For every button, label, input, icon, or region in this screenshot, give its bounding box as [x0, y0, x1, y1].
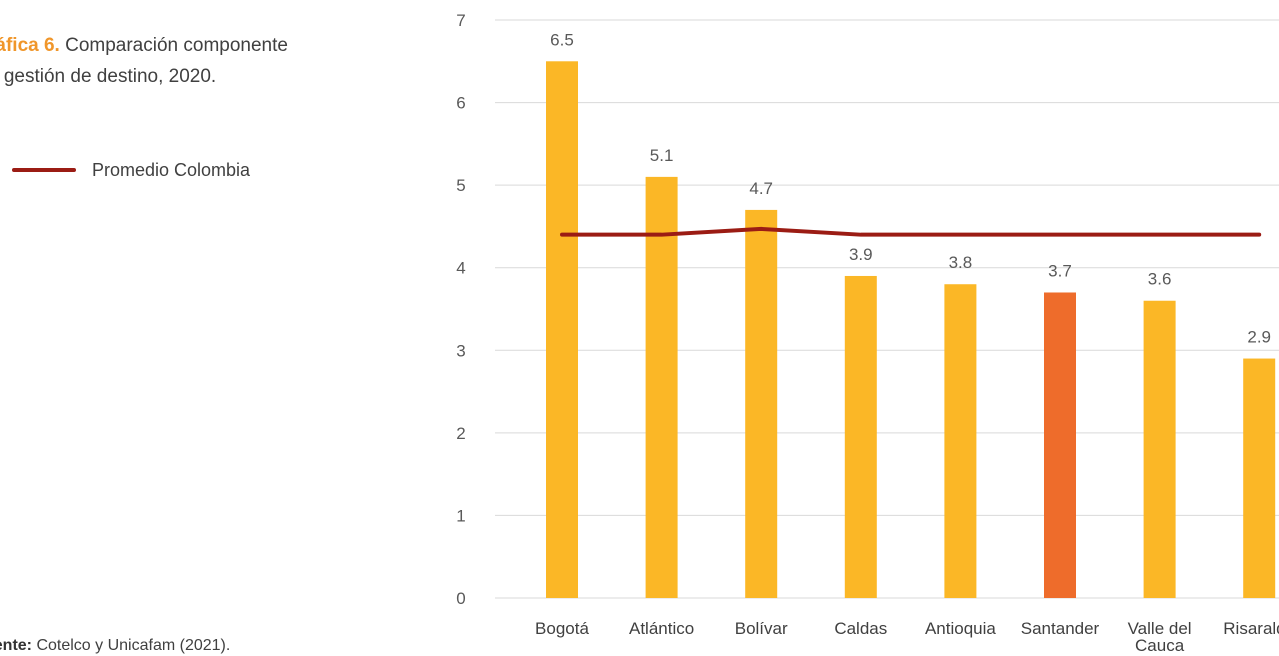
- y-tick-label: 2: [456, 424, 465, 443]
- data-label: 5.1: [650, 146, 674, 165]
- legend-label: Promedio Colombia: [92, 159, 251, 180]
- source-note: uente: Cotelco y Unicafam (2021).: [0, 637, 230, 655]
- average-line: [560, 226, 1262, 237]
- y-tick-label: 1: [456, 506, 465, 525]
- bar: [1143, 300, 1176, 598]
- caption-lead: ráfica 6.: [0, 35, 60, 56]
- x-tick-label: Bogotá: [535, 619, 589, 638]
- legend-line-swatch: [12, 168, 76, 172]
- bar: [1243, 358, 1276, 598]
- y-tick-label: 0: [456, 589, 465, 608]
- x-tick-label: Bolívar: [735, 619, 788, 638]
- bar: [944, 284, 977, 598]
- bar: [1044, 292, 1076, 598]
- bar: [745, 209, 778, 598]
- source-lead: uente:: [0, 637, 32, 654]
- data-label: 3.8: [949, 253, 973, 272]
- x-tick-label: Valle del Cauca: [1128, 619, 1192, 655]
- bar: [645, 176, 678, 598]
- x-tick-label: Caldas: [834, 619, 887, 638]
- caption-line2: e gestión de destino, 2020.: [0, 66, 217, 87]
- data-label: 3.6: [1148, 270, 1172, 289]
- chart-caption: ráfica 6. Comparación componente e gesti…: [0, 30, 388, 92]
- x-tick-label: Santander: [1021, 619, 1100, 638]
- y-tick-label: 4: [456, 259, 465, 278]
- data-label: 6.5: [550, 30, 574, 49]
- data-label: 3.7: [1048, 261, 1072, 280]
- data-label: 4.7: [749, 179, 773, 198]
- chart-legend: Promedio Colombia: [12, 158, 250, 182]
- y-tick-label: 3: [456, 341, 465, 360]
- y-tick-label: 5: [456, 176, 465, 195]
- caption-line1: Comparación componente: [59, 35, 288, 56]
- y-tick-label: 7: [456, 11, 465, 30]
- bar: [844, 275, 877, 598]
- data-label: 3.9: [849, 245, 873, 264]
- bar: [546, 61, 578, 599]
- y-tick-label: 6: [456, 94, 465, 113]
- x-tick-label: Atlántico: [629, 619, 694, 638]
- x-tick-label: Risaralda: [1223, 619, 1279, 638]
- x-tick-label: Antioquia: [925, 619, 996, 638]
- source-text: Cotelco y Unicafam (2021).: [32, 637, 231, 654]
- data-label: 2.9: [1247, 328, 1271, 347]
